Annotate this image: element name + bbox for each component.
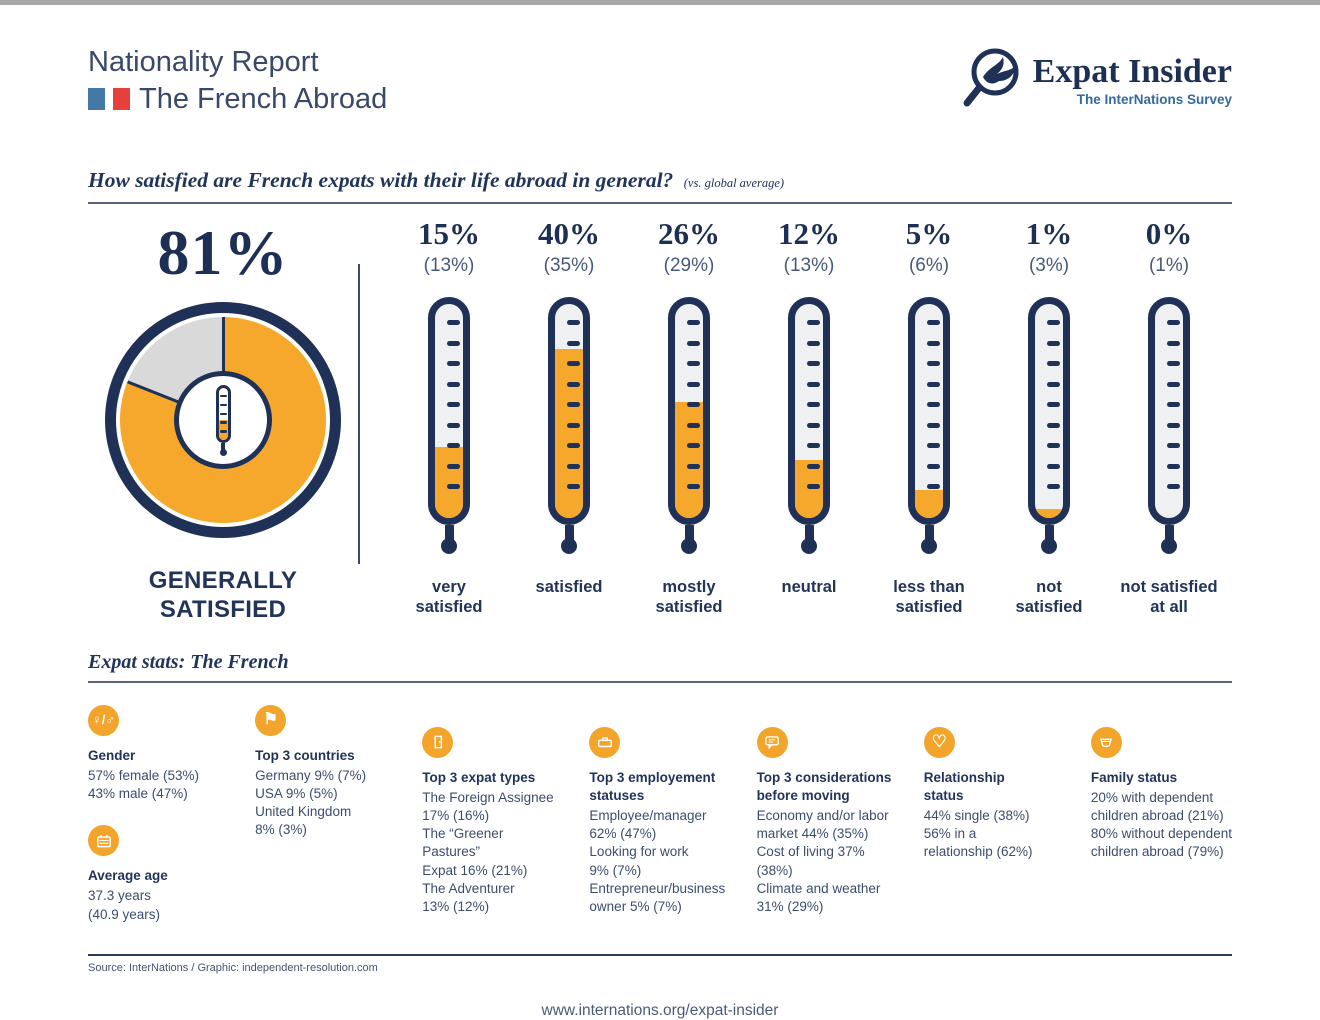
stat-top3-considerations: Top 3 considerations before moving Econo… bbox=[756, 726, 898, 924]
thermometer-value: 12% bbox=[778, 216, 840, 251]
footer-url-link[interactable]: www.internations.org/expat-insider bbox=[541, 1001, 779, 1019]
stat-family-status: Family status 20% with dependent childre… bbox=[1090, 726, 1232, 924]
stats-title: Expat stats: The French bbox=[88, 650, 289, 673]
flag-icon: ⚑ bbox=[255, 704, 287, 736]
report-subtitle: The French Abroad bbox=[139, 82, 388, 115]
stat-heading: Relationship status bbox=[923, 769, 1005, 803]
stat-gender: ♀/♂ Gender 57% female (53%) 43% male (47… bbox=[88, 704, 229, 804]
thermometer-value: 26% bbox=[658, 216, 720, 251]
thermometer-label: very satisfied bbox=[415, 578, 483, 616]
stat-body: 44% single (38%) 56% in a relationship (… bbox=[923, 807, 1033, 860]
summary-percentage: 81% bbox=[157, 217, 289, 288]
stat-heading: Family status bbox=[1090, 769, 1178, 785]
thermometer-label: neutral bbox=[781, 578, 837, 596]
thermometer-label: not satisfied bbox=[1015, 578, 1083, 616]
header: Nationality Report The French Abroad Exp… bbox=[88, 45, 1232, 116]
stat-top3-expat-types: Top 3 expat types The Foreign Assignee 1… bbox=[422, 726, 563, 924]
door-icon bbox=[422, 726, 454, 758]
stats-grid: ♀/♂ Gender 57% female (53%) 43% male (47… bbox=[88, 704, 1232, 924]
thermometer-satisfied: 40% (35%) satisfied bbox=[510, 216, 628, 625]
thermometer-value: 5% bbox=[905, 216, 953, 251]
thermometer-not-satisfied: 1% (3%) not satisfied bbox=[990, 216, 1108, 625]
expat-insider-logo: Expat Insider The InterNations Survey bbox=[959, 45, 1232, 116]
summary-column: 81% GENERALLY SATISFIED bbox=[88, 216, 358, 625]
thermometer-global-value: (29%) bbox=[663, 255, 715, 276]
thermometer-global-value: (1%) bbox=[1148, 255, 1190, 276]
report-heading: Nationality Report The French Abroad bbox=[88, 45, 387, 116]
expat-stats-section: Expat stats: The French ♀/♂ Gender 57% f… bbox=[88, 651, 1232, 924]
stat-average-age: Average age 37.3 years (40.9 years) bbox=[88, 825, 229, 924]
stat-relationship-status: ♡ Relationship status 44% single (38%) 5… bbox=[923, 726, 1065, 924]
cradle-icon bbox=[1090, 726, 1122, 758]
stat-heading: Average age bbox=[88, 868, 168, 884]
stat-body: 20% with dependent children abroad (21%)… bbox=[1090, 789, 1232, 860]
donut-divider-start bbox=[222, 317, 225, 420]
stats-column-gender-age: ♀/♂ Gender 57% female (53%) 43% male (47… bbox=[88, 704, 229, 924]
thermometer-global-value: (13%) bbox=[423, 255, 475, 276]
stat-body: Economy and/or labor market 44% (35%) Co… bbox=[756, 807, 889, 915]
briefcase-icon bbox=[589, 726, 621, 758]
stat-heading: Top 3 expat types bbox=[422, 769, 536, 785]
thermometer-mostly-satisfied: 26% (29%) mostly satisfied bbox=[630, 216, 748, 625]
thermometer-not-satisfied-at-all: 0% (1%) not satisfied at all bbox=[1110, 216, 1228, 625]
stat-heading: Top 3 employement statuses bbox=[589, 769, 716, 803]
magnifier-bird-icon bbox=[959, 45, 1025, 116]
stat-body: 57% female (53%) 43% male (47%) bbox=[88, 767, 200, 801]
footer: www.internations.org/expat-insider bbox=[0, 1002, 1320, 1020]
stat-heading: Gender bbox=[88, 747, 136, 763]
question-note: (vs. global average) bbox=[683, 176, 785, 190]
thermometer-value: 1% bbox=[1025, 216, 1073, 251]
stat-heading: Top 3 countries bbox=[255, 747, 355, 763]
question-title: How satisfied are French expats with the… bbox=[88, 168, 674, 192]
stat-body: The Foreign Assignee 17% (16%) The “Gree… bbox=[422, 789, 554, 915]
thermometer-row: 15% (13%) very satisfied 40% (35%) satis… bbox=[360, 216, 1232, 625]
thermometer-value: 40% bbox=[538, 216, 600, 251]
source-divider bbox=[88, 953, 1232, 956]
source-credit: Source: InterNations / Graphic: independ… bbox=[88, 961, 378, 974]
speech-bubble-icon bbox=[756, 726, 788, 758]
thermometer-global-value: (35%) bbox=[543, 255, 595, 276]
thermometer-label: less than satisfied bbox=[893, 578, 965, 616]
logo-title: Expat Insider bbox=[1032, 52, 1232, 90]
top-bar bbox=[0, 0, 1320, 5]
donut-chart bbox=[105, 302, 341, 538]
vertical-divider bbox=[358, 264, 360, 564]
stat-top3-countries: ⚑ Top 3 countries Germany 9% (7%) USA 9%… bbox=[255, 704, 396, 924]
thermometer-label: not satisfied at all bbox=[1120, 578, 1218, 616]
main-visual: 81% GENERALLY SATISFIED 15% bbox=[88, 216, 1232, 625]
gender-icon: ♀/♂ bbox=[88, 704, 119, 736]
question-section: How satisfied are French expats with the… bbox=[88, 168, 1232, 204]
thermometer-label: mostly satisfied bbox=[655, 578, 723, 616]
stat-body: 37.3 years (40.9 years) bbox=[88, 888, 161, 922]
heart-icon: ♡ bbox=[923, 726, 955, 758]
thermometer-less-than-satisfied: 5% (6%) less than satisfied bbox=[870, 216, 988, 625]
thermometer-very-satisfied: 15% (13%) very satisfied bbox=[390, 216, 508, 625]
thermometer-global-value: (13%) bbox=[783, 255, 835, 276]
french-flag-red-square bbox=[113, 88, 130, 111]
thermometer-value: 15% bbox=[418, 216, 480, 251]
report-title: Nationality Report bbox=[88, 46, 319, 78]
french-flag-blue-square bbox=[88, 88, 105, 111]
calendar-icon bbox=[88, 825, 119, 857]
thermometer-global-value: (6%) bbox=[908, 255, 950, 276]
thermometer-badge-icon bbox=[174, 371, 272, 469]
thermometer-label: satisfied bbox=[535, 578, 603, 596]
logo-subtitle: The InterNations Survey bbox=[1076, 91, 1232, 107]
stat-body: Germany 9% (7%) USA 9% (5%) United Kingd… bbox=[255, 767, 367, 838]
thermometer-global-value: (3%) bbox=[1028, 255, 1070, 276]
stat-top3-employment: Top 3 employement statuses Employee/mana… bbox=[589, 726, 730, 924]
stat-heading: Top 3 considerations before moving bbox=[756, 769, 892, 803]
summary-caption: GENERALLY SATISFIED bbox=[148, 567, 298, 624]
stat-body: Employee/manager 62% (47%) Looking for w… bbox=[589, 807, 726, 915]
thermometer-neutral: 12% (13%) neutral bbox=[750, 216, 868, 625]
thermometer-value: 0% bbox=[1145, 216, 1193, 251]
